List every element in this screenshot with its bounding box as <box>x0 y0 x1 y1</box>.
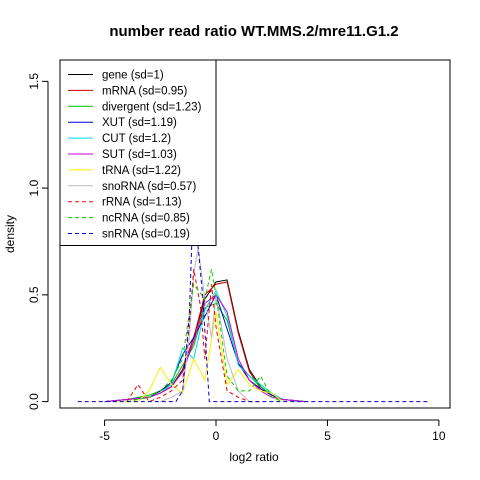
legend-label: CUT (sd=1.2) <box>102 133 171 145</box>
legend-label: snoRNA (sd=0.57) <box>102 181 196 193</box>
series-line-6 <box>115 311 284 403</box>
legend-box <box>59 59 217 246</box>
series-line-10 <box>77 188 430 403</box>
chart-title: number read ratio WT.MMS.2/mre11.G1.2 <box>109 23 398 40</box>
series-line-7 <box>160 247 250 403</box>
y-tick-label: 1.0 <box>27 179 41 196</box>
x-tick-label: -5 <box>99 429 110 443</box>
legend-label: mRNA (sd=0.95) <box>102 85 187 97</box>
y-tick-label: 1.5 <box>27 73 41 90</box>
legend-label: snRNA (sd=0.19) <box>102 229 190 241</box>
x-axis-label: log2 ratio <box>229 450 279 464</box>
legend-label: tRNA (sd=1.22) <box>102 165 181 177</box>
legend-label: gene (sd=1) <box>102 70 164 82</box>
x-tick-label: 10 <box>432 429 446 443</box>
legend-label: ncRNA (sd=0.85) <box>102 213 190 225</box>
legend: gene (sd=1) mRNA (sd=0.95) divergent (sd=1… <box>59 59 217 246</box>
legend-label: rRNA (sd=1.13) <box>102 197 182 209</box>
series-line-8 <box>126 269 261 403</box>
y-axis-label: density <box>3 215 17 253</box>
x-tick-label: 0 <box>213 429 220 443</box>
x-tick-label: 5 <box>324 429 331 443</box>
y-tick-label: 0.0 <box>27 393 41 410</box>
series-layer <box>77 188 430 403</box>
legend-label: SUT (sd=1.03) <box>102 149 177 161</box>
y-tick-label: 0.5 <box>27 286 41 303</box>
series-line-9 <box>126 269 284 403</box>
axes-layer: -5 0 5 10 0.0 0.5 1.0 1.5 <box>27 73 446 443</box>
legend-label: divergent (sd=1.23) <box>102 101 202 113</box>
legend-label: XUT (sd=1.19) <box>102 117 177 129</box>
